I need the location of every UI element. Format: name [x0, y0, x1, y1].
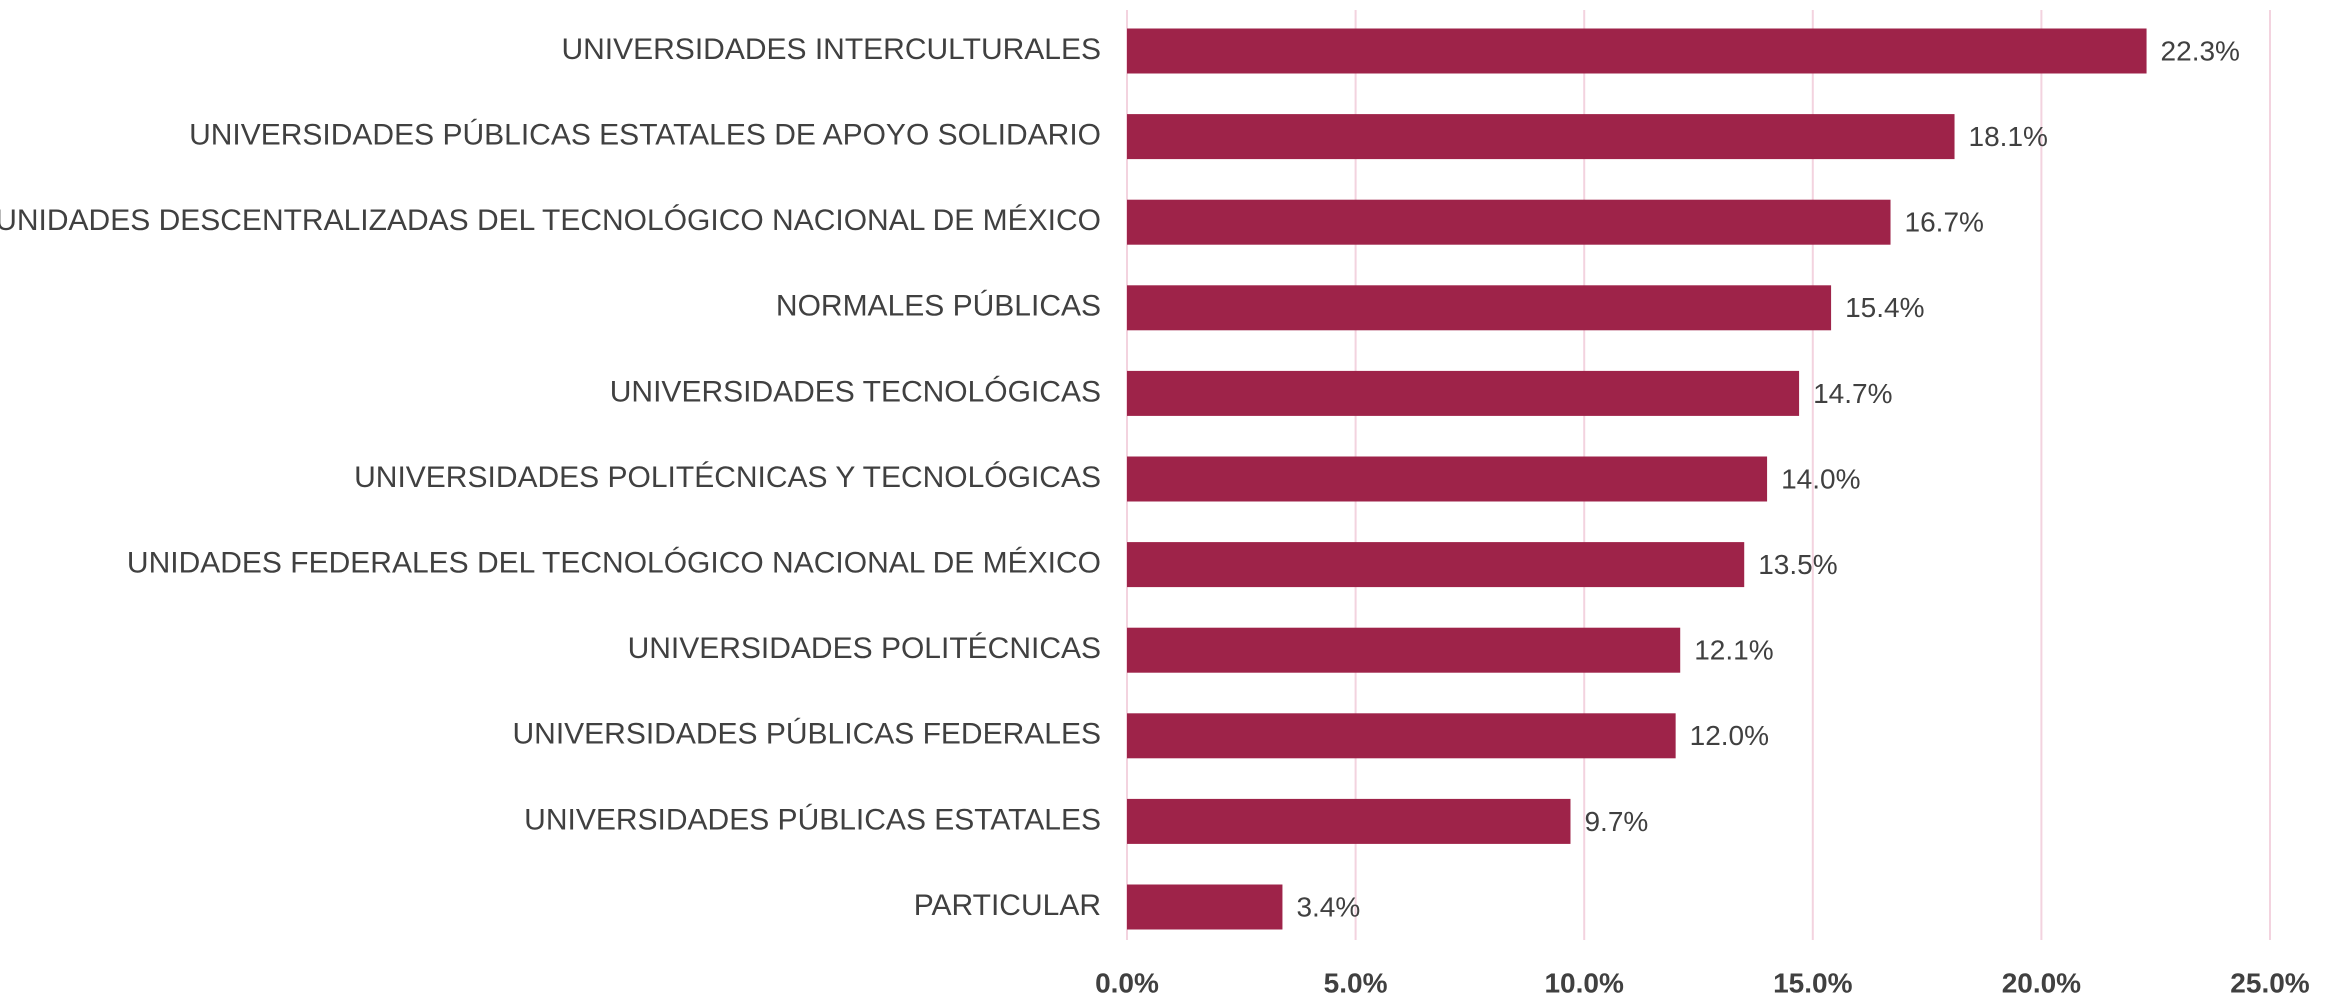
- bar: [1127, 114, 1955, 160]
- bar: [1127, 713, 1676, 759]
- data-label: 12.1%: [1694, 635, 1773, 666]
- y-tick-label: NORMALES PÚBLICAS: [776, 290, 1101, 323]
- y-tick-label: UNIDADES DESCENTRALIZADAS DEL TECNOLÓGIC…: [0, 204, 1101, 237]
- data-label: 18.1%: [1969, 121, 2048, 152]
- data-label: 13.5%: [1758, 549, 1837, 580]
- x-tick-label: 20.0%: [2002, 967, 2081, 993]
- y-tick-label: UNIVERSIDADES PÚBLICAS FEDERALES: [512, 718, 1101, 751]
- data-label: 12.0%: [1690, 720, 1769, 751]
- x-tick-label: 25.0%: [2230, 967, 2309, 993]
- bar: [1127, 456, 1768, 502]
- x-tick-label: 5.0%: [1324, 967, 1388, 993]
- y-tick-label: UNIDADES FEDERALES DEL TECNOLÓGICO NACIO…: [127, 547, 1101, 580]
- y-tick-label: PARTICULAR: [914, 889, 1101, 922]
- x-tick-label: 15.0%: [1773, 967, 1852, 993]
- bar: [1127, 28, 2147, 74]
- x-tick-label: 10.0%: [1544, 967, 1623, 993]
- data-label: 14.0%: [1781, 463, 1860, 494]
- y-tick-label: UNIVERSIDADES PÚBLICAS ESTATALES: [524, 803, 1101, 836]
- bar: [1127, 798, 1571, 844]
- data-label: 22.3%: [2161, 35, 2240, 66]
- x-tick-label: 0.0%: [1095, 967, 1159, 993]
- bar: [1127, 542, 1745, 588]
- y-tick-label: UNIVERSIDADES TECNOLÓGICAS: [610, 375, 1101, 408]
- data-label: 3.4%: [1296, 891, 1360, 922]
- bar: [1127, 370, 1800, 416]
- data-label: 16.7%: [1905, 207, 1984, 238]
- y-tick-label: UNIVERSIDADES POLITÉCNICAS Y TECNOLÓGICA…: [354, 461, 1101, 494]
- bar: [1127, 884, 1283, 930]
- bar: [1127, 199, 1891, 245]
- data-label: 15.4%: [1845, 292, 1924, 323]
- bar: [1127, 285, 1832, 331]
- data-label: 9.7%: [1584, 806, 1648, 837]
- y-tick-label: UNIVERSIDADES POLITÉCNICAS: [628, 632, 1101, 665]
- y-tick-label: UNIVERSIDADES PÚBLICAS ESTATALES DE APOY…: [189, 119, 1101, 152]
- y-tick-label: UNIVERSIDADES INTERCULTURALES: [561, 33, 1101, 66]
- bar: [1127, 627, 1681, 673]
- data-label: 14.7%: [1813, 378, 1892, 409]
